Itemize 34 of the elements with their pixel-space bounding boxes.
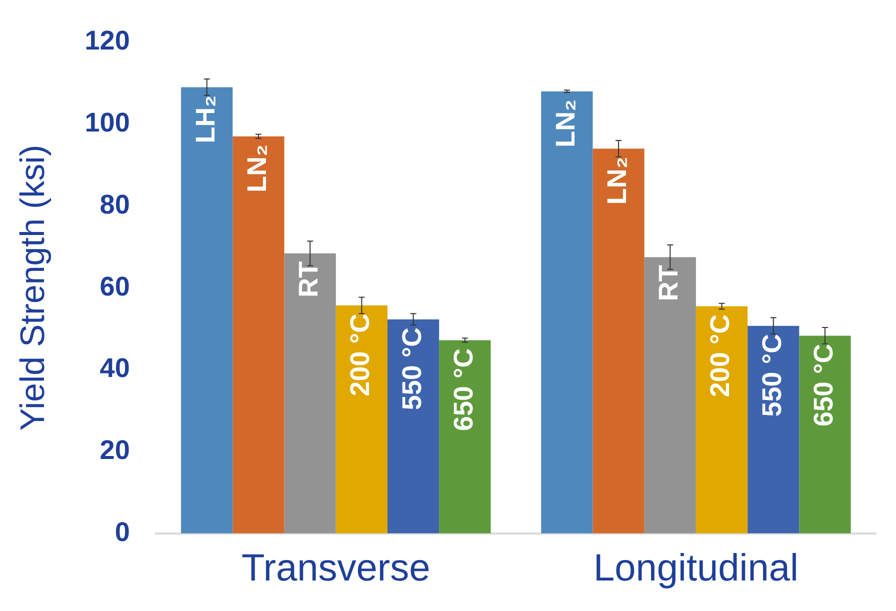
- annotation: LN₂: [242, 144, 272, 192]
- y-tick-label: 120: [84, 26, 130, 56]
- bar: [232, 136, 284, 534]
- annotation: 550 °C: [396, 327, 427, 410]
- bar: [387, 319, 440, 534]
- bar: [284, 253, 336, 534]
- bar: [799, 336, 851, 534]
- y-tick-label: 80: [100, 189, 130, 220]
- annotation: 650 °C: [808, 344, 838, 427]
- annotation: LN₂: [602, 156, 632, 205]
- annotation: LN₂: [550, 99, 580, 148]
- annotation: RT: [654, 264, 684, 302]
- bar: [336, 305, 388, 534]
- annotation: 550 °C: [756, 334, 787, 417]
- bar: [696, 306, 748, 534]
- bar: [644, 257, 696, 534]
- y-tick-label: 60: [100, 271, 130, 302]
- annotation: 200 °C: [705, 314, 736, 398]
- y-tick-label: 100: [84, 108, 130, 138]
- y-tick-label: 20: [100, 434, 130, 465]
- y-tick-label: 0: [114, 516, 130, 547]
- bar: [181, 87, 233, 534]
- bar: [439, 340, 491, 534]
- bar: [541, 91, 593, 534]
- y-axis-title: Yield Strength (ksi): [14, 144, 52, 431]
- x-tick-label: Longitudinal: [593, 548, 798, 590]
- y-tick-label: 40: [100, 353, 130, 384]
- annotation: LH₂: [190, 95, 220, 144]
- annotation: RT: [294, 260, 324, 298]
- x-tick-label: Transverse: [242, 548, 430, 590]
- annotation: 650 °C: [448, 348, 478, 432]
- bar: [592, 148, 644, 534]
- bar: [748, 326, 800, 534]
- annotation: 200 °C: [345, 313, 376, 396]
